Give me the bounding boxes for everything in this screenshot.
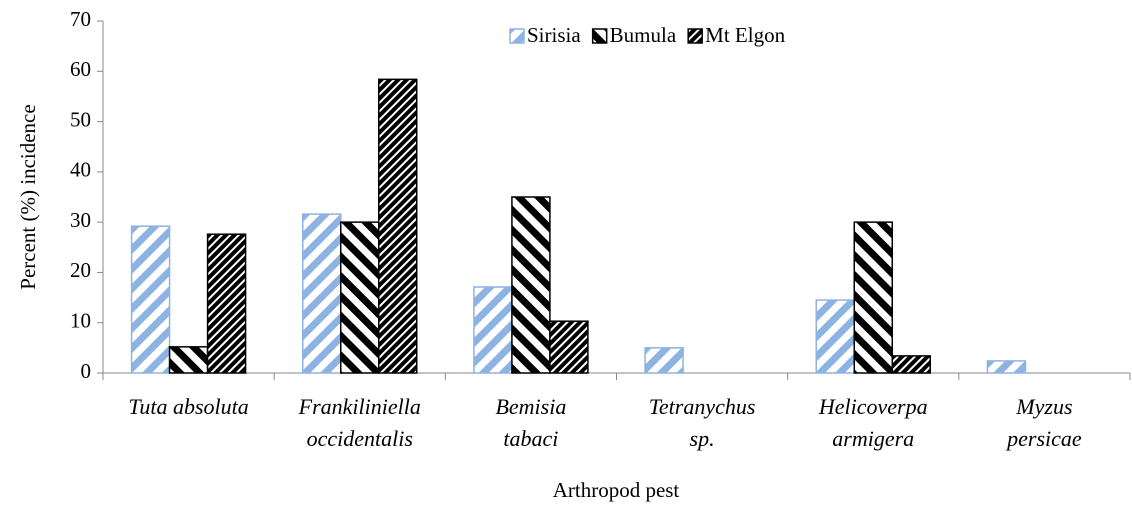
x-tick-label: Tuta absoluta — [128, 394, 248, 419]
legend-swatch — [687, 28, 703, 44]
bar — [511, 196, 551, 374]
bar — [815, 299, 855, 374]
legend-label: Mt Elgon — [705, 23, 785, 47]
bar — [891, 355, 931, 374]
bar — [986, 360, 1027, 374]
y-tick-label: 50 — [70, 107, 91, 131]
bar — [853, 221, 893, 374]
y-tick-label: 30 — [70, 208, 91, 232]
bar — [130, 225, 171, 374]
x-tick-label: Tetranychus — [649, 394, 756, 419]
y-tick-label: 40 — [70, 158, 91, 182]
x-axis-label: Arthropod pest — [553, 478, 680, 502]
bar — [340, 221, 380, 374]
x-tick-label: Bemisia — [495, 394, 566, 419]
bar — [378, 78, 418, 374]
legend-label: Bumula — [610, 23, 677, 47]
bar — [168, 346, 209, 374]
y-axis-label: Percent (%) incidence — [16, 104, 40, 289]
x-tick-label: tabaci — [503, 426, 558, 451]
y-tick-label: 10 — [70, 309, 91, 333]
y-tick-label: 0 — [81, 359, 92, 383]
bar — [302, 213, 342, 374]
x-tick-label: Myzus — [1015, 394, 1072, 419]
x-tick-label: occidentalis — [307, 426, 413, 451]
x-tick-label: Frankiliniella — [298, 394, 421, 419]
y-tick-label: 20 — [70, 258, 91, 282]
y-tick-label: 70 — [70, 7, 91, 31]
legend-label: Sirisia — [527, 23, 581, 47]
x-tick-label: Helicoverpa — [818, 394, 928, 419]
legend-swatch — [591, 28, 608, 44]
bar — [644, 347, 684, 374]
legend-swatch — [509, 28, 525, 44]
y-tick-label: 60 — [70, 57, 91, 81]
bar — [473, 286, 513, 374]
x-tick-label: armigera — [832, 426, 914, 451]
x-tick-label: persicae — [1005, 426, 1082, 451]
bar — [206, 233, 247, 374]
x-tick-label: sp. — [690, 426, 715, 451]
bar — [549, 320, 589, 374]
